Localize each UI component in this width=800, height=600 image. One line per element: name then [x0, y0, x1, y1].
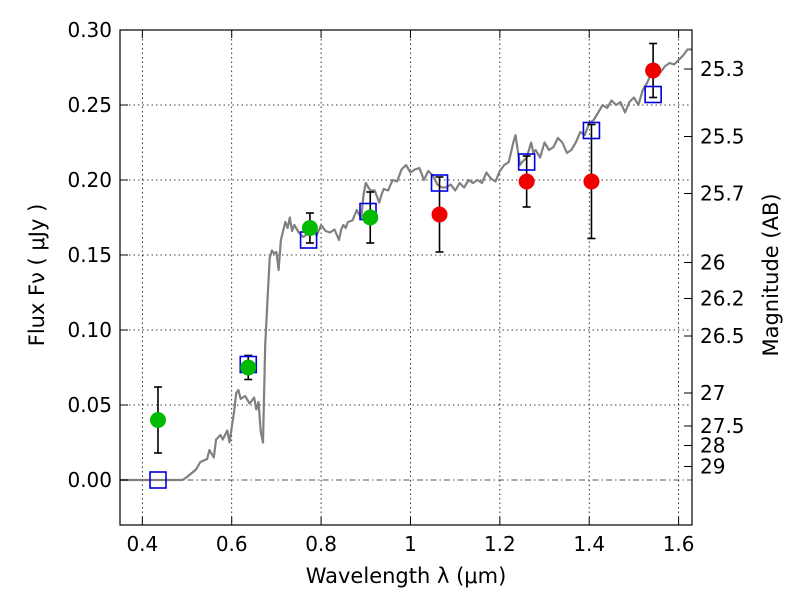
- observed-photometry-point: [518, 173, 535, 190]
- model-spectrum: [120, 48, 692, 482]
- x-tick-label: 1.2: [484, 532, 516, 556]
- magnitude-tick-label: 25.3: [700, 57, 745, 81]
- observed-photometry-point: [645, 62, 662, 79]
- observed-photometry: [149, 62, 662, 428]
- x-tick-label: 1.6: [663, 532, 695, 556]
- magnitude-tick-label: 28: [700, 434, 725, 458]
- y-tick-label: 0.25: [67, 93, 112, 117]
- x-tick-label: 0.6: [216, 532, 248, 556]
- magnitude-tick-label: 29: [700, 455, 725, 479]
- magnitude-tick-label: 27: [700, 381, 725, 405]
- grid: [120, 29, 692, 525]
- model-photometry-square: [430, 174, 449, 192]
- y-axis-ticks: 0.00 0.05 0.10 0.15 0.20 0.25 0.30: [67, 18, 128, 492]
- y-tick-label: 0.20: [67, 168, 112, 192]
- magnitude-tick-label: 27.5: [700, 414, 745, 438]
- x-tick-label: 1: [404, 532, 417, 556]
- x-axis-ticks: 0.4 0.6 0.8 1 1.2 1.4 1.6: [126, 30, 695, 556]
- observed-photometry-point: [583, 173, 600, 190]
- x-axis-title: Wavelength λ (μm): [306, 564, 507, 588]
- y-tick-label: 0.30: [67, 18, 112, 42]
- model-spectrum-line: [120, 48, 692, 482]
- model-photometry-square: [582, 121, 601, 140]
- magnitude-tick-label: 25.5: [700, 125, 745, 149]
- observed-photometry-point: [149, 412, 166, 428]
- y-tick-label: 0.05: [67, 393, 112, 417]
- magnitude-axis-title: Magnitude (AB): [759, 193, 783, 356]
- y-axis-title: Flux Fν ( μJy ): [25, 204, 49, 347]
- magnitude-tick-label: 26.5: [700, 324, 745, 348]
- observed-photometry-point: [240, 359, 257, 376]
- observed-photometry-point: [431, 206, 448, 223]
- y-tick-label: 0.10: [67, 318, 112, 342]
- magnitude-tick-label: 26.2: [700, 287, 745, 311]
- model-photometry-square: [644, 85, 662, 104]
- observed-photometry-point: [362, 209, 379, 226]
- model-photometry-square: [517, 153, 536, 171]
- model-photometry: [149, 85, 662, 489]
- magnitude-tick-label: 25.7: [700, 182, 745, 206]
- plot-frame: [119, 29, 693, 526]
- y-tick-label: 0.15: [67, 243, 112, 267]
- y-tick-label: 0.00: [67, 468, 112, 492]
- observed-photometry-point: [301, 220, 318, 236]
- x-tick-label: 0.4: [126, 532, 158, 556]
- x-tick-label: 0.8: [305, 532, 337, 556]
- magnitude-tick-label: 26: [700, 251, 725, 275]
- x-tick-label: 1.4: [573, 532, 605, 556]
- model-photometry-square: [149, 471, 167, 489]
